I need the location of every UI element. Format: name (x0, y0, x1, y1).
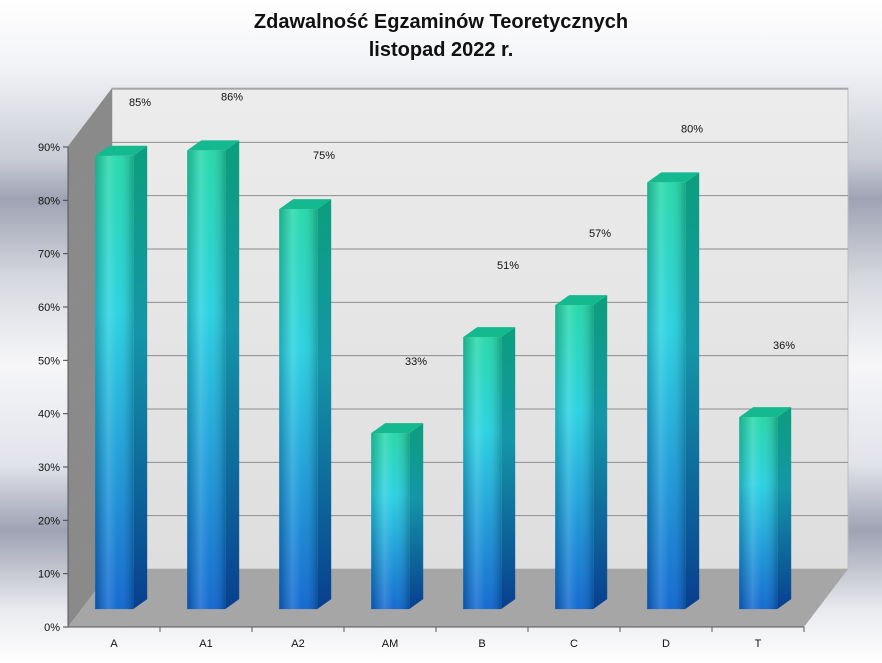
bar-top (279, 199, 332, 210)
floor (68, 569, 848, 627)
bar-shine (739, 417, 778, 610)
y-tick-label: 70% (38, 249, 60, 261)
bar-shine (647, 182, 686, 610)
bar-side (133, 145, 148, 610)
bar-side (317, 199, 332, 610)
bar-top (555, 295, 608, 306)
chart-subtitle: listopad 2022 r. (368, 39, 514, 61)
data-label: 57% (589, 228, 611, 240)
x-tick-label: A (110, 638, 118, 650)
data-label: 85% (129, 97, 151, 109)
x-tick-label: A2 (291, 638, 304, 650)
bar-shine (279, 209, 318, 610)
chart-title: Zdawalność Egzaminów Teoretycznych (253, 11, 629, 33)
bar-side (501, 327, 516, 610)
data-label: 51% (497, 260, 519, 272)
data-label: 36% (773, 340, 795, 352)
bar-shine (371, 433, 410, 610)
bar-shine (463, 337, 502, 610)
chart-title-block: Zdawalność Egzaminów Teoretycznych listo… (0, 8, 882, 64)
y-tick-label: 50% (38, 355, 60, 367)
x-tick-label: A1 (199, 638, 212, 650)
bar-shine (187, 150, 226, 610)
data-label: 33% (405, 356, 427, 368)
y-tick-label: 30% (38, 462, 60, 474)
y-tick-label: 90% (38, 142, 60, 154)
bar-top (95, 145, 148, 156)
bar-side (225, 140, 240, 610)
bar-top (371, 423, 424, 434)
x-tick-label: B (478, 638, 485, 650)
y-tick-label: 80% (38, 195, 60, 207)
x-tick-label: C (570, 638, 578, 650)
x-tick-label: AM (382, 638, 399, 650)
bar-side (777, 407, 792, 610)
y-tick-label: 0% (44, 622, 60, 634)
bar-shine (555, 305, 594, 610)
bar-side (685, 172, 700, 610)
bar-top (739, 407, 792, 418)
bar-top (463, 327, 516, 338)
bar-shine (95, 155, 134, 610)
bar-top (647, 172, 700, 183)
y-tick-label: 40% (38, 409, 60, 421)
data-label: 80% (681, 123, 703, 135)
data-label: 75% (313, 150, 335, 162)
bar-side (593, 295, 608, 610)
x-tick-label: T (755, 638, 762, 650)
y-tick-label: 10% (38, 569, 60, 581)
gridline-side (67, 88, 113, 148)
y-tick-label: 60% (38, 302, 60, 314)
bar-top (187, 140, 240, 151)
data-label: 86% (221, 91, 243, 103)
y-tick-label: 20% (38, 515, 60, 527)
x-tick-label: D (662, 638, 670, 650)
bar-side (409, 423, 424, 610)
